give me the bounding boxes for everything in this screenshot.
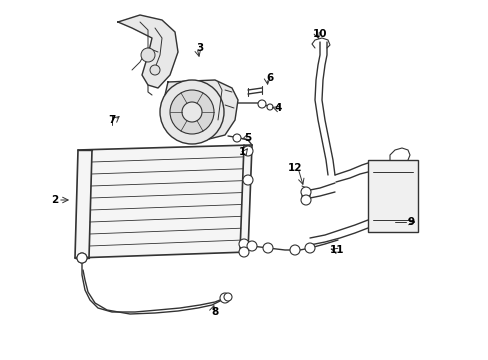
Circle shape <box>239 239 248 249</box>
Circle shape <box>150 65 160 75</box>
Text: 3: 3 <box>196 43 203 53</box>
Text: 12: 12 <box>287 163 302 173</box>
Text: 5: 5 <box>244 133 251 143</box>
Polygon shape <box>118 15 178 88</box>
Circle shape <box>160 80 224 144</box>
Circle shape <box>266 104 272 110</box>
Text: 1: 1 <box>238 147 245 157</box>
Circle shape <box>77 253 87 263</box>
Text: 2: 2 <box>51 195 59 205</box>
Circle shape <box>224 293 231 301</box>
Circle shape <box>243 146 252 156</box>
Circle shape <box>301 187 310 197</box>
Text: 7: 7 <box>108 115 116 125</box>
Circle shape <box>305 243 314 253</box>
Text: 6: 6 <box>266 73 273 83</box>
Text: 4: 4 <box>274 103 281 113</box>
Circle shape <box>170 90 214 134</box>
Text: 10: 10 <box>312 29 326 39</box>
Circle shape <box>263 243 272 253</box>
Circle shape <box>141 48 155 62</box>
Circle shape <box>258 100 265 108</box>
Text: 11: 11 <box>329 245 344 255</box>
Circle shape <box>301 195 310 205</box>
Text: 9: 9 <box>407 217 414 227</box>
Polygon shape <box>162 80 238 140</box>
Circle shape <box>182 102 202 122</box>
Text: 8: 8 <box>211 307 218 317</box>
Bar <box>367 160 417 232</box>
Circle shape <box>243 175 252 185</box>
Circle shape <box>220 293 229 303</box>
Circle shape <box>246 241 257 251</box>
Circle shape <box>77 253 87 263</box>
Polygon shape <box>75 145 251 258</box>
Circle shape <box>232 134 241 142</box>
Circle shape <box>289 245 299 255</box>
Circle shape <box>239 247 248 257</box>
